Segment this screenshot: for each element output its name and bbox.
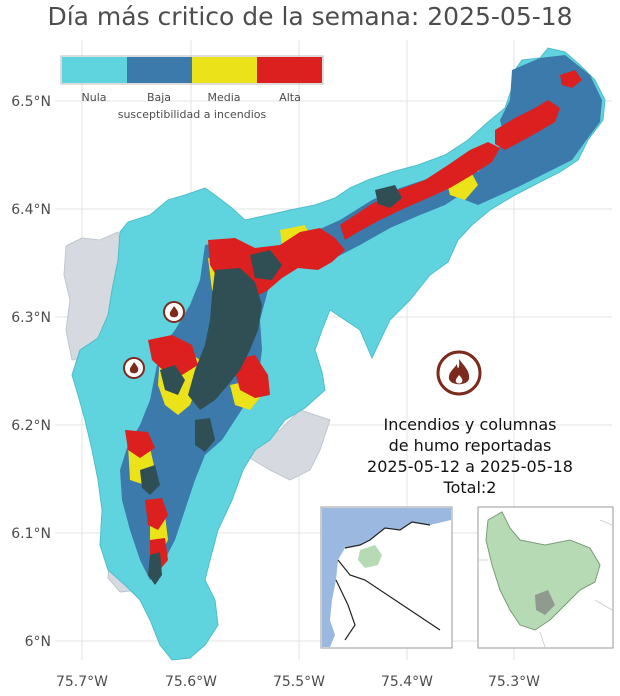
inset-country-map: [320, 506, 453, 649]
summary-date-range: 2025-05-12 a 2025-05-18: [367, 457, 573, 476]
legend-swatch-alta: [257, 57, 322, 83]
legend-label-baja: Baja: [147, 91, 171, 104]
legend-swatch-media: [192, 57, 257, 83]
zones-dark-cover: [140, 185, 402, 585]
summary-total: Total:2: [443, 478, 497, 497]
legend: Nula Baja Media Alta susceptibilidad a i…: [60, 55, 324, 121]
fire-report-marker-2[interactable]: [123, 357, 145, 379]
legend-label-nula: Nula: [82, 91, 107, 104]
fire-report-marker-1[interactable]: [163, 301, 185, 323]
x-tick-75.7w: 75.7°W: [56, 674, 108, 690]
y-tick-6.2n: 6.2°N: [11, 418, 51, 434]
map-title: Día más critico de la semana: 2025-05-18: [47, 2, 573, 31]
x-tick-75.3w: 75.3°W: [488, 674, 540, 690]
x-tick-75.5w: 75.5°W: [273, 674, 325, 690]
inset-region-map: [477, 506, 614, 649]
legend-title: susceptibilidad a incendios: [118, 108, 267, 121]
y-tick-6.4n: 6.4°N: [11, 202, 51, 218]
x-axis-ticks: 75.7°W 75.6°W 75.5°W 75.4°W 75.3°W: [56, 674, 540, 690]
summary-line-1: Incendios y columnas: [383, 415, 557, 434]
summary-line-2: de humo reportadas: [388, 436, 552, 455]
legend-label-alta: Alta: [279, 91, 301, 104]
legend-label-media: Media: [207, 91, 240, 104]
y-tick-6.3n: 6.3°N: [11, 310, 51, 326]
legend-swatch-nula: [62, 57, 127, 83]
fire-icon: [436, 350, 482, 396]
inset-sea: [322, 508, 451, 647]
inset-region: [358, 545, 382, 568]
reports-summary: Incendios y columnas de humo reportadas …: [345, 414, 595, 498]
y-tick-6n: 6°N: [25, 634, 51, 650]
y-tick-6.1n: 6.1°N: [11, 526, 51, 542]
x-tick-75.4w: 75.4°W: [381, 674, 433, 690]
x-tick-75.6w: 75.6°W: [165, 674, 217, 690]
y-axis-ticks: 6.5°N 6.4°N 6.3°N 6.2°N 6.1°N 6°N: [11, 94, 51, 650]
legend-swatch-baja: [127, 57, 192, 83]
y-tick-6.5n: 6.5°N: [11, 94, 51, 110]
